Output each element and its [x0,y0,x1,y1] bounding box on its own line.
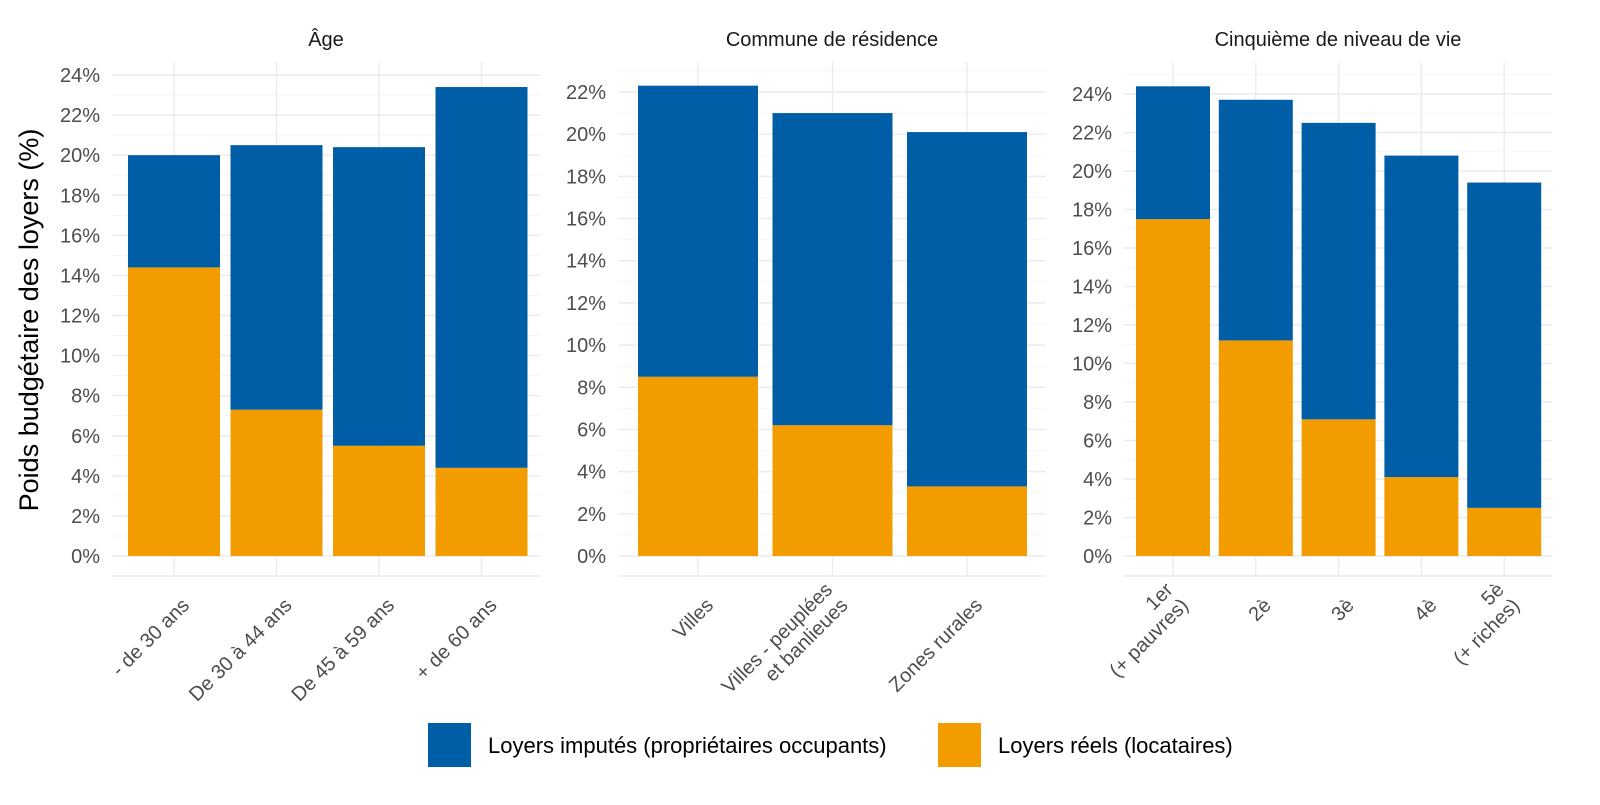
y-tick-label: 12% [60,306,100,328]
x-tick-label-line: + de 60 ans [412,594,502,684]
x-tick-label-line: De 45 à 59 ans [288,594,399,705]
y-tick-label: 8% [577,377,606,399]
y-tick-label: 14% [566,251,606,273]
y-tick-label: 0% [577,546,606,568]
legend-key-loyers-reels [938,723,981,767]
bar-segment-loyers-imputes [1136,86,1210,220]
bar-segment-loyers-imputes [772,113,893,426]
y-tick-label: 24% [60,65,100,87]
bar-segment-loyers-reels [1136,219,1210,556]
x-tick-label-line: De 30 à 44 ans [185,594,296,705]
bar-segment-loyers-imputes [638,85,758,377]
y-tick-label: 22% [566,82,606,104]
bar-segment-loyers-imputes [128,155,220,268]
y-tick-label: 16% [1072,238,1112,260]
legend-label-loyers-reels: Loyers réels (locataires) [998,733,1233,758]
x-tick-label: 5è(+ riches) [1434,579,1524,669]
bar-segment-loyers-reels [333,445,425,556]
x-tick-label-line: 2è [1245,594,1276,625]
y-tick-label: 22% [1072,123,1112,145]
legend-key-loyers-imputes [428,723,471,767]
x-tick-label: Villes [669,594,718,643]
y-tick-label: 4% [71,466,100,488]
y-tick-label: 0% [71,546,100,568]
x-tick-label-line: Villes [669,594,718,643]
y-tick-label: 2% [577,504,606,526]
y-axis-label: Poids budgétaire des loyers (%) [14,129,44,512]
x-tick-label: Villes - peupléeset banlieues [718,579,853,714]
bar-segment-loyers-reels [1218,340,1293,556]
x-tick-label: 3è [1327,594,1358,625]
x-tick-label: De 30 à 44 ans [185,594,296,705]
panel-title: Commune de résidence [726,29,938,51]
legend-label-loyers-imputes: Loyers imputés (propriétaires occupants) [488,733,887,758]
y-tick-label: 4% [1083,469,1112,491]
y-tick-label: 16% [60,225,100,247]
y-tick-label: 20% [1072,161,1112,183]
x-tick-label: Zones rurales [885,594,987,696]
x-tick-label: - de 30 ans [108,594,194,680]
bar-segment-loyers-reels [772,425,893,556]
y-tick-label: 6% [577,419,606,441]
x-tick-label-line: - de 30 ans [108,594,194,680]
y-tick-label: 6% [71,426,100,448]
bar-segment-loyers-imputes [1218,99,1293,341]
panel-title: Âge [308,28,344,51]
y-tick-label: 8% [71,386,100,408]
x-tick-label: De 45 à 59 ans [288,594,399,705]
x-tick-label-line: 3è [1327,594,1358,625]
y-tick-label: 14% [60,265,100,287]
bar-segment-loyers-imputes [230,145,323,410]
y-tick-label: 2% [1083,508,1112,530]
bar-segment-loyers-imputes [907,132,1027,487]
bar-segment-loyers-reels [1467,507,1542,556]
bar-segment-loyers-reels [907,486,1027,556]
y-tick-label: 6% [1083,431,1112,453]
x-tick-label-line: 4è [1410,594,1441,625]
bar-segment-loyers-reels [1301,419,1376,556]
y-tick-label: 18% [60,185,100,207]
bar-segment-loyers-imputes [1467,182,1542,508]
x-tick-label: + de 60 ans [412,594,502,684]
x-tick-label-line: Zones rurales [885,594,987,696]
x-tick-label: 2è [1245,594,1276,625]
panel-title: Cinquième de niveau de vie [1215,29,1462,51]
y-tick-label: 10% [1072,354,1112,376]
y-tick-label: 18% [566,166,606,188]
y-tick-label: 10% [566,335,606,357]
y-tick-label: 22% [60,105,100,127]
y-tick-label: 2% [71,506,100,528]
bar-segment-loyers-imputes [1384,155,1459,478]
bar-segment-loyers-imputes [435,87,528,468]
x-tick-label: 1er(+ pauvres) [1090,579,1193,682]
y-tick-label: 20% [566,124,606,146]
bar-segment-loyers-imputes [333,147,425,446]
bar-segment-loyers-reels [435,467,528,556]
bar-segment-loyers-reels [1384,477,1459,556]
y-tick-label: 0% [1083,546,1112,568]
bar-segment-loyers-reels [128,267,220,556]
y-tick-label: 24% [1072,84,1112,106]
y-tick-label: 8% [1083,392,1112,414]
x-tick-label-line: (+ riches) [1449,594,1524,669]
y-tick-label: 14% [1072,277,1112,299]
x-tick-label: 4è [1410,594,1441,625]
y-tick-label: 16% [566,209,606,231]
bar-segment-loyers-reels [638,376,758,556]
y-tick-label: 12% [1072,315,1112,337]
y-tick-label: 12% [566,293,606,315]
y-tick-label: 20% [60,145,100,167]
y-tick-label: 4% [577,462,606,484]
bar-segment-loyers-reels [230,409,323,556]
y-tick-label: 18% [1072,200,1112,222]
bar-segment-loyers-imputes [1301,122,1376,420]
y-tick-label: 10% [60,346,100,368]
